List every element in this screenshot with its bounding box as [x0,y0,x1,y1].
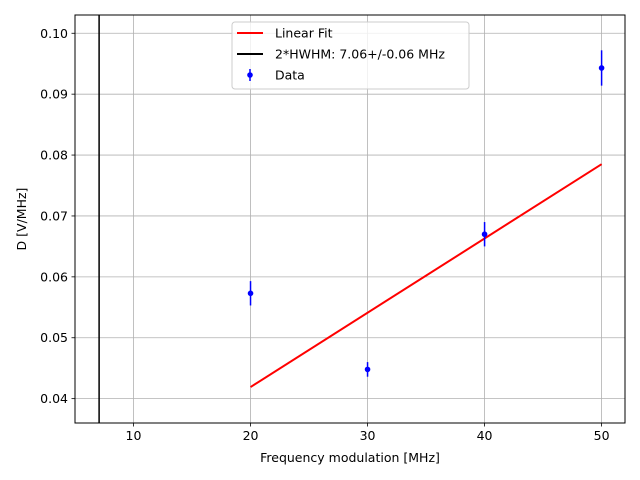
y-tick-label: 0.09 [40,87,68,102]
y-tick-label: 0.05 [40,330,68,345]
y-tick-label: 0.08 [40,148,68,163]
legend-data-marker [247,72,253,78]
x-tick-label: 10 [126,428,142,443]
x-tick-label: 50 [594,428,610,443]
x-tick-label: 30 [360,428,376,443]
x-tick-label: 20 [243,428,259,443]
data-point [247,290,254,297]
linear-fit-line [249,163,603,388]
y-tick-label: 0.04 [40,391,68,406]
ticks: 10 20 30 40 50 0.04 0.05 0.06 0.07 0.08 0.09 0.10 [40,26,609,443]
legend-label: Data [275,68,305,83]
y-tick-label: 0.07 [40,208,68,223]
legend-label: 2*HWHM: 7.06+/-0.06 MHz [275,47,445,62]
axes-frame [74,14,626,424]
x-tick-label: 40 [477,428,493,443]
legend-label: Linear Fit [275,26,333,41]
data-point [481,231,488,238]
y-tick-label: 0.06 [40,269,68,284]
data-point [364,366,371,373]
legend-box [231,21,470,90]
plot-area [98,15,605,423]
legend: Linear Fit 2*HWHM: 7.06+/-0.06 MHz Data [231,21,470,90]
x-axis-label: Frequency modulation [MHz] [260,450,440,465]
y-tick-label: 0.10 [40,26,68,41]
data-point [598,65,605,71]
y-axis-label: D [V/MHz] [14,188,29,251]
